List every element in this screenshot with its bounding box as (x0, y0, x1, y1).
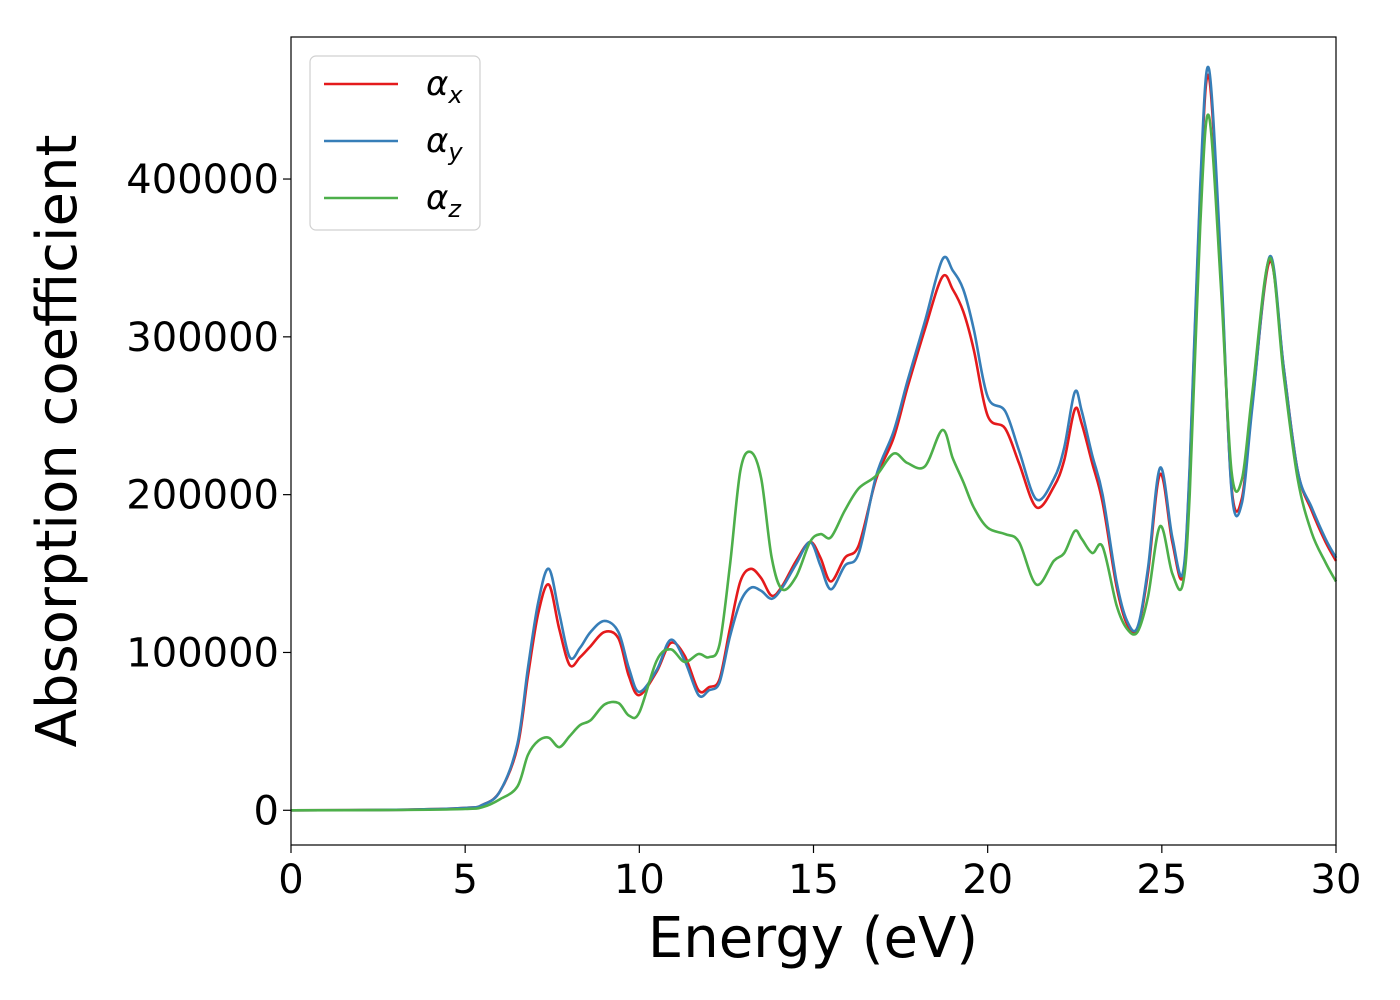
x-tick-label: 10 (614, 857, 665, 903)
x-tick-label: 20 (962, 857, 1013, 903)
x-tick-label: 5 (452, 857, 477, 903)
plot-lines (290, 65, 1338, 812)
legend: αx αy αz (309, 55, 481, 231)
x-tick-label: 25 (1136, 857, 1187, 903)
y-axis-ticks: 0 100000 200000 300000 400000 (126, 157, 291, 834)
legend-label-1: αx (426, 64, 463, 109)
legend-box (309, 55, 481, 231)
legend-label-2: αy (426, 121, 463, 166)
x-tick-label: 0 (278, 857, 303, 903)
x-axis-ticks: 0 5 10 15 20 25 30 (278, 845, 1361, 903)
x-tick-label: 15 (788, 857, 839, 903)
y-axis-title: Absorption coefficient (25, 135, 90, 748)
y-tick-label: 400000 (126, 157, 279, 203)
series-line-2 (290, 65, 1338, 812)
y-tick-label: 0 (254, 788, 279, 834)
y-tick-label: 100000 (126, 630, 279, 676)
x-axis-title: Energy (eV) (648, 906, 978, 971)
legend-label-3: αz (426, 178, 462, 223)
series-line-3 (290, 113, 1338, 812)
x-tick-label: 30 (1311, 857, 1362, 903)
y-tick-label: 200000 (126, 473, 279, 519)
y-tick-label: 300000 (126, 315, 279, 361)
